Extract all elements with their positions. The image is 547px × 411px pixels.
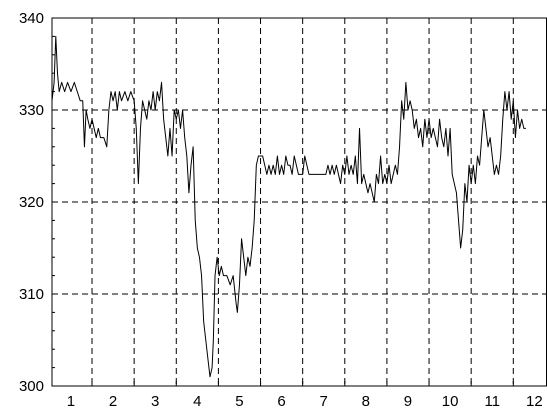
x-tick-label: 9 — [404, 393, 412, 410]
x-tick-label: 4 — [193, 393, 201, 410]
y-tick-label: 320 — [19, 194, 44, 211]
series-layer — [51, 35, 526, 378]
y-tick-label: 330 — [19, 102, 44, 119]
x-tick-label: 12 — [526, 393, 543, 410]
series-line-1 — [51, 35, 526, 378]
grid-lines — [52, 18, 547, 386]
x-tick-label: 8 — [362, 393, 370, 410]
x-tick-label: 3 — [151, 393, 159, 410]
y-tick-label: 310 — [19, 286, 44, 303]
y-tick-label: 340 — [19, 10, 44, 27]
y-tick-label: 300 — [19, 378, 44, 395]
x-tick-label: 10 — [442, 393, 459, 410]
x-tick-label: 1 — [67, 393, 75, 410]
x-tick-label: 2 — [109, 393, 117, 410]
x-tick-label: 5 — [235, 393, 243, 410]
x-tick-label: 6 — [277, 393, 285, 410]
x-tick-label: 11 — [484, 393, 500, 410]
x-tick-label: 7 — [320, 393, 328, 410]
